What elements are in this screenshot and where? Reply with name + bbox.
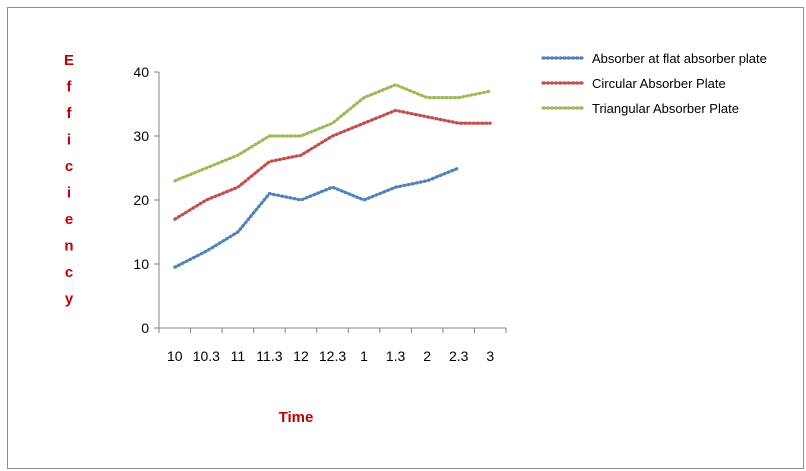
x-tick-label: 10: [167, 348, 183, 364]
y-axis-title-letter: c: [65, 158, 73, 175]
x-tick-label: 2.3: [449, 348, 469, 364]
x-tick-label: 11: [231, 348, 246, 364]
y-axis-title-letter: e: [65, 211, 73, 228]
x-tick-label: 1.3: [386, 348, 406, 364]
legend-label: Triangular Absorber Plate: [592, 101, 739, 116]
series-layer: [173, 83, 492, 269]
legend-label: Circular Absorber Plate: [592, 76, 726, 91]
y-axis-title-letter: i: [67, 132, 71, 149]
x-tick-label: 1: [360, 348, 368, 364]
x-tick-label: 12: [293, 348, 309, 364]
series-line: [173, 166, 461, 269]
y-axis-title-letter: E: [64, 52, 74, 69]
x-tick-label: 12.3: [319, 348, 346, 364]
series-line: [173, 108, 492, 221]
y-tick-label: 20: [133, 192, 149, 208]
y-tick-label: 40: [133, 64, 149, 80]
x-tick-labels: 10 10.3 11 11.3 12 12.3 1 1.3 2 2.3 3: [167, 348, 494, 364]
y-axis-title-letter: f: [67, 79, 73, 96]
y-axis-title-letter: i: [67, 185, 71, 202]
x-tick-label: 3: [486, 348, 494, 364]
y-tick-label: 10: [133, 256, 149, 272]
x-tick-label: 10.3: [193, 348, 220, 364]
legend-label: Absorber at flat absorber plate: [592, 51, 767, 66]
y-axis-title-letter: c: [65, 264, 73, 281]
y-axis-title-letter: f: [67, 105, 73, 122]
x-tick-label: 2: [423, 348, 431, 364]
y-tick-labels: 0 10 20 30 40: [133, 64, 149, 336]
y-tick-label: 30: [133, 128, 149, 144]
series-line: [173, 83, 492, 183]
x-axis-title: Time: [279, 409, 314, 426]
x-tick-label: 11.3: [256, 348, 282, 364]
chart-axes: [154, 71, 507, 333]
y-axis-title-letter: n: [64, 238, 73, 255]
y-axis-title-letter: y: [65, 291, 74, 308]
y-tick-label: 0: [141, 320, 149, 336]
legend: Absorber at flat absorber plate Circular …: [541, 51, 767, 116]
